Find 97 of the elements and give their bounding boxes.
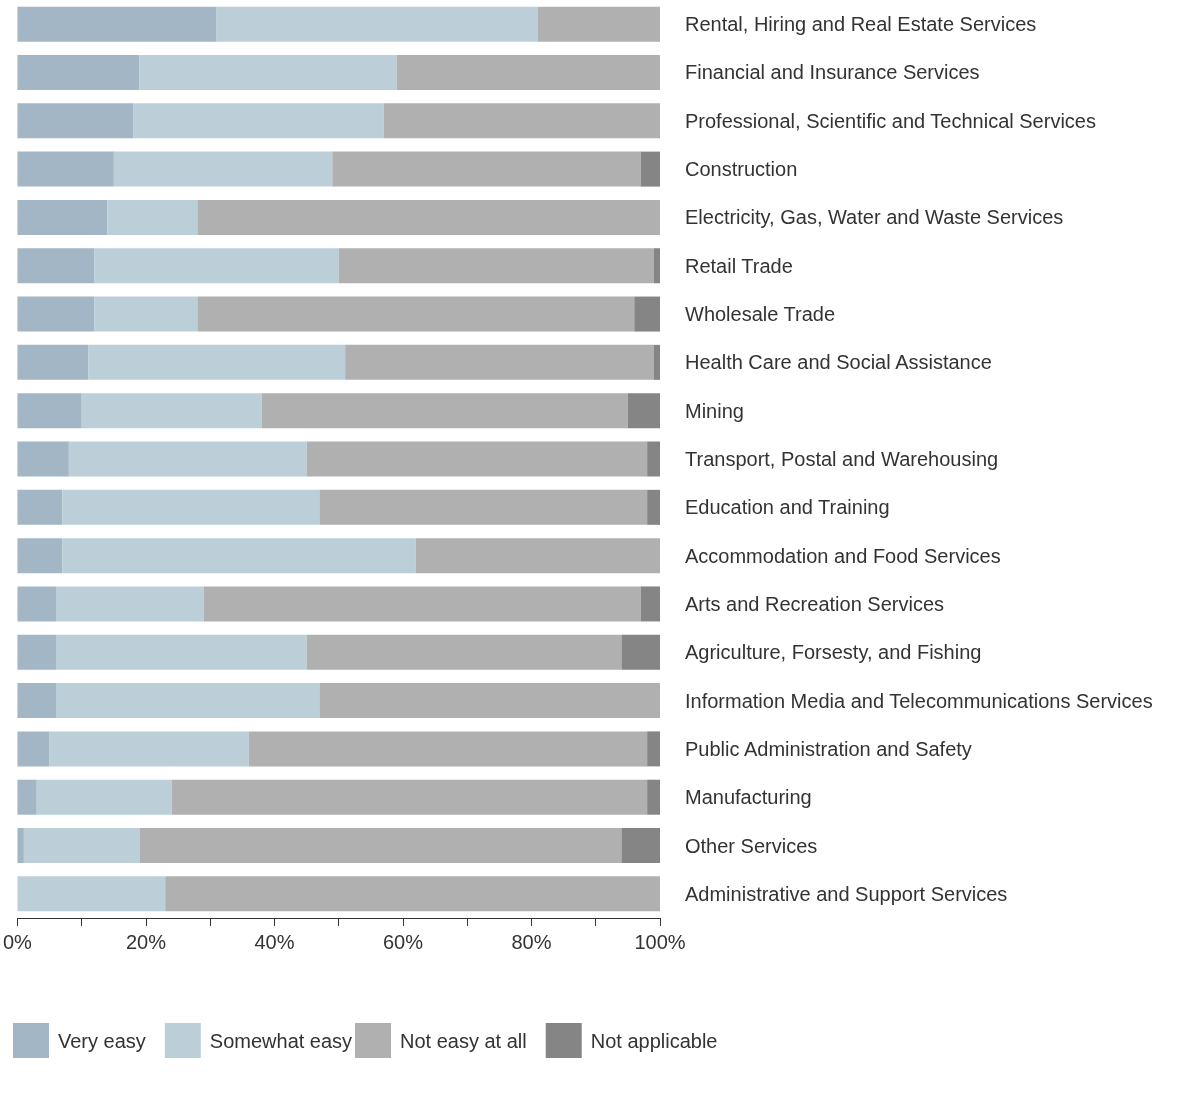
bar [621,828,660,864]
bar [17,248,95,284]
bar [621,634,660,670]
bar [139,828,622,864]
bar [17,6,217,42]
legend-label: Somewhat easy [209,1029,353,1052]
bar [107,199,198,235]
y-tick-label: Retail Trade [685,254,793,277]
bar [248,731,648,767]
bar [345,344,654,380]
bar [640,151,660,187]
bar [396,54,660,90]
y-tick-label: Health Care and Social Assistance [685,351,992,374]
bar [81,393,262,429]
bar [17,441,69,477]
legend-label: Very easy [58,1029,146,1052]
bar [94,248,339,284]
bar [17,151,114,187]
bar [17,489,63,525]
y-tick-label: Mining [685,399,744,422]
bar [647,441,660,477]
y-tick-label: Transport, Postal and Warehousing [685,448,999,470]
bar [197,296,635,332]
bar [17,634,57,670]
bar [647,489,660,525]
bar [17,103,134,139]
bar [17,393,82,429]
bar [133,103,384,139]
bar [68,441,307,477]
legend-label: Not applicable [590,1029,718,1052]
bar [653,248,660,284]
bar [17,54,140,90]
bar [139,54,397,90]
bar [17,828,24,864]
bar [171,779,648,815]
bar [415,538,660,574]
bar [165,876,660,912]
bar [306,634,622,670]
bar [17,296,95,332]
y-tick-label: Professional, Scientific and Technical Services [685,109,1096,132]
bar [319,489,648,525]
bar [338,248,654,284]
bar [197,199,660,235]
x-tick-label: 60% [382,931,424,953]
bar [94,296,198,332]
bar [17,199,108,235]
y-tick-label: Other Services [685,834,818,857]
bar [203,586,641,622]
y-tick-label: Financial and Insurance Services [685,61,980,84]
bar [537,6,660,42]
bar [647,731,660,767]
bar [306,441,648,477]
y-tick-label: Construction [685,158,798,181]
y-tick-label: Wholesale Trade [685,303,836,326]
bar [17,876,166,912]
bar [647,779,660,815]
x-tick-label: 0% [3,931,33,953]
bar [56,683,320,719]
y-tick-label: Arts and Recreation Services [685,592,945,615]
bar [88,344,346,380]
y-tick-label: Public Administration and Safety [685,737,972,760]
bar [56,586,204,622]
y-tick-label: Manufacturing [685,786,812,809]
x-tick-label: 100% [634,931,686,953]
bar [653,344,660,380]
bar [36,779,172,815]
bar [62,538,416,574]
x-tick-label: 20% [125,931,167,953]
bar [17,586,57,622]
legend-label: Not easy at all [400,1029,527,1052]
bar [113,151,333,187]
bar [383,103,660,139]
bar [17,731,50,767]
bar [627,393,660,429]
bar [62,489,320,525]
bar [634,296,660,332]
y-tick-label: Information Media and Telecommunications Services [685,689,1153,712]
x-tick-label: 40% [254,931,295,953]
y-tick-label: Agriculture, Forsesty, and Fishing [685,641,982,664]
y-tick-label: Rental, Hiring and Real Estate Services [685,13,1037,36]
bar [49,731,249,767]
bar [216,6,538,42]
bar [261,393,628,429]
x-tick-label: 80% [511,931,552,953]
bar [56,634,307,670]
y-tick-label: Electricity, Gas, Water and Waste Services [685,206,1064,229]
bar [17,538,63,574]
bar [23,828,140,864]
bar [332,151,641,187]
y-tick-label: Administrative and Support Services [685,882,1008,905]
bar [17,779,37,815]
y-tick-label: Education and Training [685,496,890,519]
y-tick-label: Accommodation and Food Services [685,544,1001,567]
bar [319,683,660,719]
bar [640,586,660,622]
bar [17,344,89,380]
bar [17,683,57,719]
